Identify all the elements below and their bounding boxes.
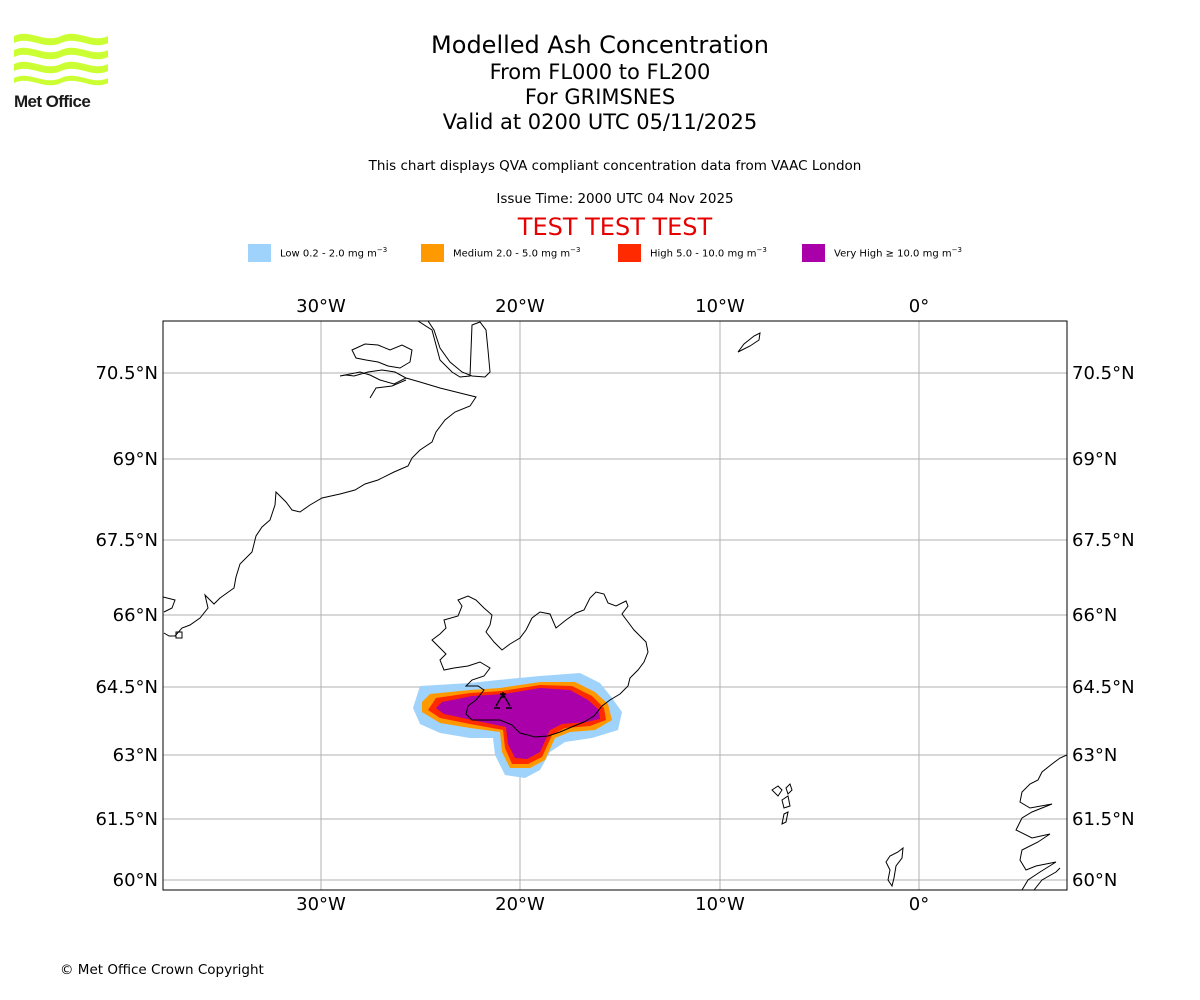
legend-swatch-low [248,244,271,262]
copyright-notice: © Met Office Crown Copyright [60,962,264,978]
lat-tick-label: 67.5°N [95,530,158,551]
met-office-wave-logo-icon [14,33,108,86]
map-gridlines [163,321,1067,890]
lon-tick-label: 20°W [495,296,545,317]
lat-tick-label: 69°N [1072,449,1117,470]
lon-tick-label: 0° [909,296,929,317]
lat-tick-label: 63°N [1072,745,1117,766]
coastline-greenland [163,321,491,639]
legend-label-medium: Medium 2.0 - 5.0 mg m−3 [453,246,581,260]
volcano-name: For GRIMSNES [524,85,676,109]
lat-tick-label: 70.5°N [1072,363,1135,384]
lat-tick-label: 69°N [113,449,158,470]
lon-tick-label: 10°W [695,894,745,915]
logo-text: Met Office [14,92,91,111]
coastline-iceland [431,591,649,738]
lat-tick-label: 60°N [1072,870,1117,891]
met-office-logo: Met Office [14,30,108,112]
legend-label-high: High 5.0 - 10.0 mg m−3 [650,246,767,260]
legend-label-low: Low 0.2 - 2.0 mg m−3 [280,246,388,260]
ash-concentration-map: 30°W 20°W 10°W 0° 30°W 20°W 10°W 0° 70.5°N 69°N… [95,296,1135,915]
map-frame [162,320,1068,891]
issue-time: Issue Time: 2000 UTC 04 Nov 2025 [496,191,734,207]
legend-swatch-medium [421,244,444,262]
legend-label-very-high: Very High ≥ 10.0 mg m−3 [834,246,962,260]
lat-tick-label: 64.5°N [95,677,158,698]
lon-tick-label: 30°W [296,894,346,915]
lat-tick-label: 64.5°N [1072,677,1135,698]
lat-tick-label: 61.5°N [1072,809,1135,830]
valid-time: Valid at 0200 UTC 05/11/2025 [442,110,758,134]
latitude-labels-right: 70.5°N 69°N 67.5°N 66°N 64.5°N 63°N 61.5°N 60°N [1072,363,1135,891]
latitude-labels-left: 70.5°N 69°N 67.5°N 66°N 64.5°N 63°N 61.5°N 60°N [95,363,158,891]
coastline-jan-mayen [737,332,761,353]
legend-swatch-very-high [802,244,825,262]
coastline-shetland [885,846,904,888]
coastline-norway [1015,754,1067,890]
lon-tick-label: 30°W [296,296,346,317]
flight-level-range: From FL000 to FL200 [489,60,711,84]
chart-title-block: Modelled Ash Concentration From FL000 to… [0,30,1200,135]
volcano-marker-icon [494,692,512,709]
ash-layer-very-high [436,688,600,759]
lat-tick-label: 67.5°N [1072,530,1135,551]
chart-title: Modelled Ash Concentration [431,31,769,59]
coastlines [163,321,1067,890]
lon-tick-label: 0° [909,894,929,915]
chart-info-text: This chart displays QVA compliant concen… [368,158,862,174]
legend-swatch-high [618,244,641,262]
coastline-faroe-islands [771,783,793,825]
lat-tick-label: 70.5°N [95,363,158,384]
test-banner: TEST TEST TEST [517,213,713,241]
lon-tick-label: 20°W [495,894,545,915]
lat-tick-label: 61.5°N [95,809,158,830]
longitude-labels-top: 30°W 20°W 10°W 0° [296,296,929,317]
lat-tick-label: 66°N [113,605,158,626]
lon-tick-label: 10°W [695,296,745,317]
longitude-labels-bottom: 30°W 20°W 10°W 0° [296,894,929,915]
lat-tick-label: 66°N [1072,605,1117,626]
lat-tick-label: 63°N [113,745,158,766]
lat-tick-label: 60°N [113,870,158,891]
